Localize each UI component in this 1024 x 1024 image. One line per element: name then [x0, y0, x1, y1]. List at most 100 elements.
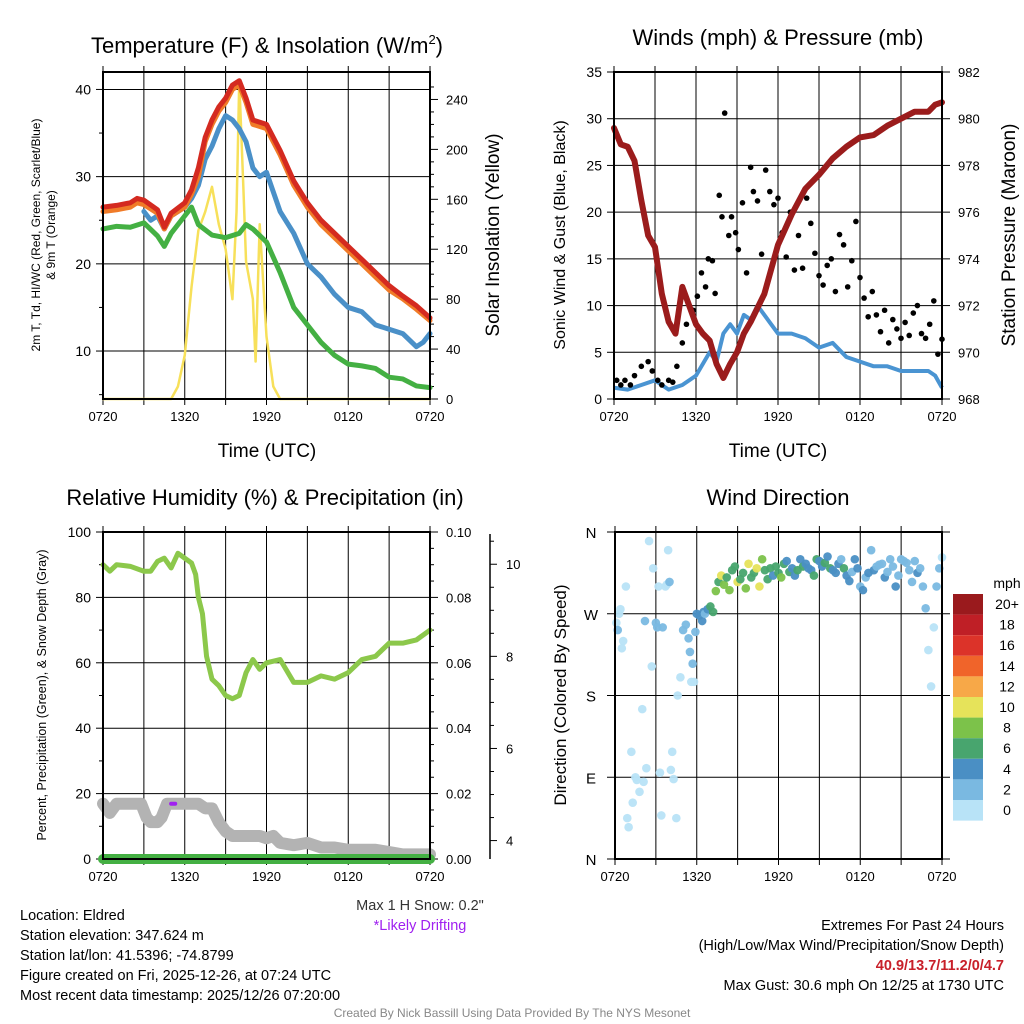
gust-point: [732, 229, 739, 236]
x-tick-label: 0720: [928, 409, 957, 424]
gust-point: [728, 214, 735, 220]
y2-tick-label: 0.10: [446, 525, 471, 540]
y-tick-label: 5: [594, 344, 602, 360]
gust-point: [931, 298, 937, 304]
direction-point: [910, 556, 920, 566]
gust-point: [799, 265, 806, 272]
y-tick-label: 20: [75, 786, 91, 802]
station-info: Location: Eldred Station elevation: 347.…: [20, 906, 340, 1006]
colorbar-swatch: [953, 738, 983, 759]
direction-point: [624, 822, 633, 832]
colorbar-swatch: [953, 779, 983, 800]
direction-point: [722, 573, 732, 582]
y2-tick-label: 0.04: [446, 721, 471, 736]
colorbar-label: 10: [999, 699, 1015, 715]
gust-point: [890, 316, 896, 323]
y-tick-label: 30: [75, 169, 91, 185]
direction-point: [642, 763, 651, 773]
y-tick-label: 60: [75, 655, 91, 671]
gust-point: [902, 319, 908, 326]
y-tick-label: N: [586, 852, 597, 869]
colorbar-label: 0: [1003, 802, 1011, 818]
location-label: Location: Eldred: [20, 908, 125, 924]
direction-point: [644, 536, 654, 546]
y2-tick-label: 978: [958, 158, 980, 173]
x-tick-label: 0720: [89, 869, 118, 884]
gust-point: [638, 363, 645, 370]
gust-point: [739, 200, 746, 206]
chart-title: Winds (mph) & Pressure (mb): [633, 25, 924, 50]
direction-point: [755, 582, 764, 591]
gust-point: [828, 256, 835, 262]
y2-tick-label: 970: [958, 345, 980, 360]
gust-point: [816, 272, 822, 279]
y-tick-label: 40: [75, 720, 91, 736]
colorbar: mph 20+ 18 16 14 12 10 8 6 4 2 0: [953, 575, 1021, 821]
direction-point: [845, 576, 854, 586]
x-tick-label: 0720: [416, 409, 445, 424]
gust-point: [803, 195, 810, 201]
gust-point: [767, 188, 773, 195]
gust-point: [654, 377, 661, 384]
direction-point: [918, 582, 928, 591]
y2-tick-label: 982: [958, 65, 980, 80]
direction-point: [725, 585, 734, 595]
direction-point: [616, 604, 625, 614]
direction-point: [708, 607, 718, 617]
direction-point: [618, 636, 628, 646]
direction-point: [823, 552, 832, 561]
y-tick-label: 25: [586, 157, 602, 173]
direction-point: [635, 787, 644, 797]
gust-point: [645, 358, 651, 365]
colorbar-label: 6: [1003, 740, 1011, 756]
y2-tick-label: 0.06: [446, 656, 471, 671]
direction-point: [776, 573, 786, 582]
gust-point: [812, 250, 818, 257]
colorbar-swatch: [953, 676, 983, 697]
y2-tick-label: 0: [446, 392, 453, 407]
gust-point: [735, 246, 742, 253]
gust-point: [783, 254, 789, 260]
gust-point: [698, 270, 705, 276]
chart-title: Wind Direction: [706, 485, 849, 510]
colorbar-swatch: [953, 717, 983, 739]
gust-point: [716, 192, 723, 199]
gust-point: [758, 251, 765, 257]
y-tick-label: 30: [586, 111, 602, 127]
x-tick-label: 1320: [682, 869, 711, 884]
gust-point: [877, 328, 884, 335]
series-line-relative-humidity: [100, 550, 433, 702]
direction-point: [689, 677, 699, 687]
gust-point: [750, 188, 757, 195]
direction-point: [902, 558, 911, 568]
gust-point: [873, 312, 880, 318]
x-tick-label: 0120: [846, 869, 875, 884]
gust-point: [719, 214, 725, 220]
temperature-panel: 0720 1320 1920 0120 0720 10 20 30 40 0 40 80 120 160 2…: [29, 32, 504, 462]
gust-point: [754, 198, 761, 204]
direction-point: [612, 618, 621, 628]
max-gust-label: Max Gust: 30.6 mph On 12/25 at 1730 UTC: [723, 978, 1004, 994]
gust-point: [844, 284, 851, 290]
colorbar-swatch: [953, 594, 983, 615]
direction-point: [666, 765, 676, 775]
gust-point: [894, 326, 900, 332]
extremes-title: Extremes For Past 24 Hours: [821, 918, 1004, 934]
colorbar-swatch: [953, 800, 983, 821]
series-line-2m-t: [100, 78, 433, 321]
gust-point: [857, 274, 863, 281]
colorbar-label: 18: [999, 617, 1015, 633]
x-tick-label: 1920: [764, 869, 793, 884]
colorbar-swatch: [953, 614, 983, 636]
x-tick-label: 1920: [252, 409, 281, 424]
y2-tick-label: 972: [958, 299, 980, 314]
y2-tick-label: 240: [446, 92, 468, 107]
gust-point: [808, 220, 814, 227]
y2-tick-label: 0.08: [446, 590, 471, 605]
direction-point: [885, 554, 895, 564]
series-line-td: [100, 204, 433, 391]
direction-point: [711, 586, 721, 596]
direction-point: [663, 545, 673, 555]
y-tick-label: W: [584, 607, 599, 624]
